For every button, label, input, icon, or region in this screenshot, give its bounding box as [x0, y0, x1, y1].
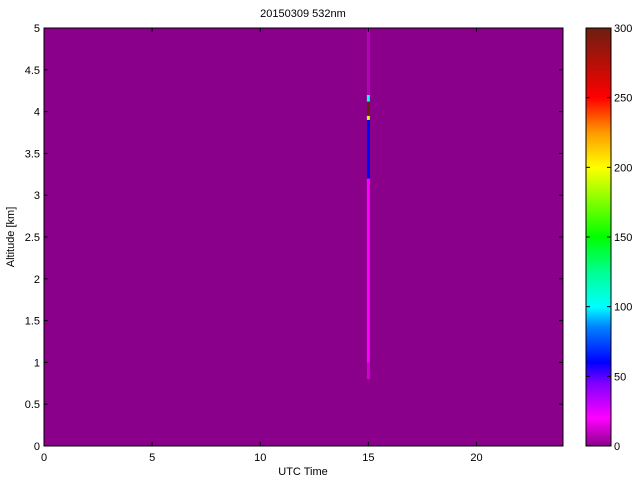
y-axis-label: Altitude [km]: [5, 207, 17, 268]
heatmap-cell: [366, 101, 370, 116]
colorbar-tick-label: 200: [614, 162, 632, 174]
heatmap-cell: [366, 178, 370, 363]
heatmap-cell: [366, 94, 370, 102]
y-tick-label: 2.5: [25, 232, 40, 244]
x-tick-label: 20: [470, 452, 482, 464]
x-tick-label: 5: [149, 452, 155, 464]
y-tick-label: 4.5: [25, 65, 40, 77]
y-tick-label: 5: [34, 23, 40, 35]
chart-title: 20150309 532nm: [260, 8, 346, 20]
colorbar-tick-label: 100: [614, 302, 632, 314]
x-tick-label: 10: [254, 452, 266, 464]
y-tick-label: 3: [34, 190, 40, 202]
x-tick-label: 0: [41, 452, 47, 464]
y-axis: 0 0.5 1 1.5 2 2.5 3 3.5 4 4.5 5: [25, 23, 563, 453]
x-tick-label: 15: [362, 452, 374, 464]
heatmap-cell: [366, 119, 370, 179]
heatmap-cell: [366, 362, 370, 380]
y-tick-label: 1: [34, 357, 40, 369]
colorbar-tick-label: 50: [614, 371, 626, 383]
heatmap-cell: [366, 28, 370, 95]
y-tick-label: 0.5: [25, 399, 40, 411]
colorbar-gradient: [585, 27, 612, 447]
y-tick-label: 1.5: [25, 316, 40, 328]
heatmap-background: [44, 28, 563, 446]
y-tick-label: 2: [34, 274, 40, 286]
colorbar: 0 50 100 150 200 250 300: [585, 23, 632, 453]
plot-area: [43, 27, 564, 447]
heatmap-cell: [366, 115, 370, 120]
colorbar-tick-label: 250: [614, 93, 632, 105]
x-axis: 0 5 10 15 20: [41, 28, 483, 464]
y-tick-label: 4: [34, 107, 40, 119]
x-axis-label: UTC Time: [278, 466, 328, 478]
colorbar-tick-label: 300: [614, 23, 632, 35]
y-tick-label: 3.5: [25, 148, 40, 160]
colorbar-tick-label: 0: [614, 441, 620, 453]
colorbar-tick-label: 150: [614, 232, 632, 244]
y-tick-label: 0: [34, 441, 40, 453]
